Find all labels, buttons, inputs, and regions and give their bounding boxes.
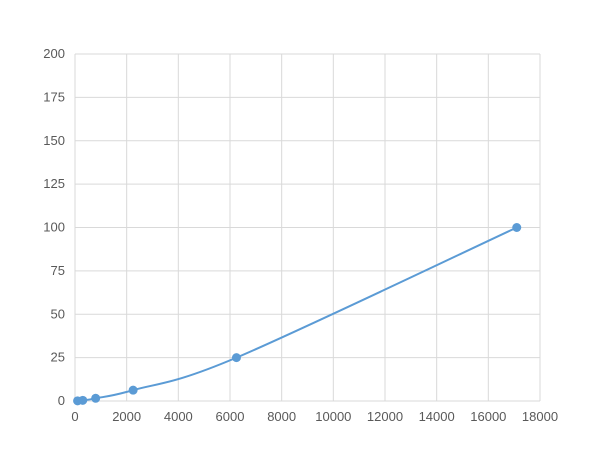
x-tick-label: 6000 [216,409,245,424]
data-point [78,395,88,405]
y-tick-label: 0 [58,393,65,408]
y-tick-label: 50 [51,306,65,321]
y-tick-label: 100 [43,220,65,235]
x-tick-label: 16000 [470,409,506,424]
data-point [231,353,241,363]
y-tick-label: 25 [51,350,65,365]
data-point [128,385,138,395]
y-tick-label: 125 [43,176,65,191]
y-tick-label: 75 [51,263,65,278]
x-tick-label: 10000 [315,409,351,424]
x-tick-label: 18000 [522,409,558,424]
data-point [91,393,101,403]
x-tick-label: 4000 [164,409,193,424]
y-tick-label: 175 [43,89,65,104]
y-tick-label: 150 [43,133,65,148]
x-tick-label: 14000 [419,409,455,424]
y-tick-label: 200 [43,46,65,61]
x-tick-label: 0 [71,409,78,424]
x-tick-label: 2000 [112,409,141,424]
x-tick-label: 12000 [367,409,403,424]
x-tick-label: 8000 [267,409,296,424]
data-point [512,223,522,232]
